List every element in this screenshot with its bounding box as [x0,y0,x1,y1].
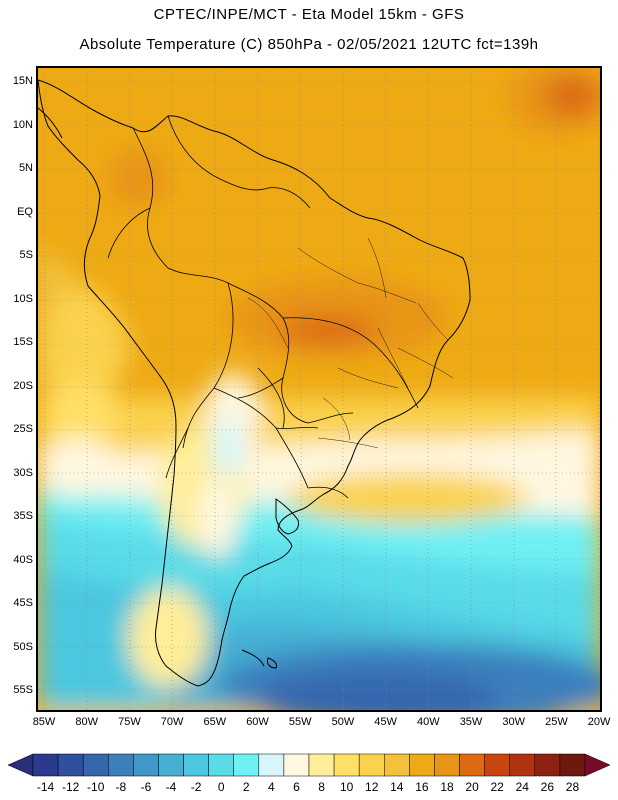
title-line-1: CPTEC/INPE/MCT - Eta Model 15km - GFS [0,6,618,23]
colorbar-label: -10 [87,780,104,794]
lat-label: 20S [0,381,33,392]
colorbar-swatch [33,754,58,776]
colorbar-swatch [560,754,585,776]
colorbar-swatch [460,754,485,776]
colorbar-label: 4 [268,780,275,794]
colorbar-swatch [234,754,259,776]
colorbar-label: -12 [62,780,79,794]
colorbar-swatch [334,754,359,776]
lat-label: 45S [0,598,33,609]
colorbar-over-arrow [585,754,610,776]
lat-label: 25S [0,424,33,435]
colorbar-swatch [485,754,510,776]
colorbar-label: 14 [390,780,403,794]
colorbar-swatch [309,754,334,776]
lon-label: 75W [118,716,141,728]
colorbar-label: -8 [115,780,126,794]
colorbar-label: 22 [490,780,503,794]
lon-label: 70W [161,716,184,728]
lat-label: 55S [0,685,33,696]
colorbar-label: 0 [218,780,225,794]
colorbar-label: 28 [566,780,579,794]
colorbar-label: 20 [465,780,478,794]
lat-label: 50S [0,642,33,653]
colorbar-label: -6 [141,780,152,794]
lon-label: 65W [203,716,226,728]
colorbar-swatch [259,754,284,776]
lon-label: 35W [460,716,483,728]
lon-label: 20W [588,716,611,728]
colorbar-swatch [359,754,384,776]
colorbar-swatch [58,754,83,776]
lat-label: 10N [0,120,33,131]
colorbar-label: 2 [243,780,250,794]
colorbar-label: 18 [440,780,453,794]
colorbar-under-arrow [8,754,33,776]
lat-label: EQ [0,207,33,218]
colorbar-swatch [209,754,234,776]
lon-label: 85W [33,716,56,728]
colorbar-label: 12 [365,780,378,794]
lon-label: 30W [502,716,525,728]
lon-label: 40W [417,716,440,728]
lon-label: 80W [75,716,98,728]
title-line-2: Absolute Temperature (C) 850hPa - 02/05/… [0,36,618,53]
colorbar-swatch [409,754,434,776]
colorbar-label: -2 [191,780,202,794]
colorbar-label: 6 [293,780,300,794]
color-bar [8,753,610,777]
lon-label: 50W [332,716,355,728]
lat-label: 30S [0,468,33,479]
colorbar-swatch [158,754,183,776]
lat-label: 15N [0,76,33,87]
lat-label: 40S [0,555,33,566]
colorbar-swatch [184,754,209,776]
lon-label: 25W [545,716,568,728]
colorbar-label: 10 [340,780,353,794]
lon-label: 45W [374,716,397,728]
colorbar-label: 26 [541,780,554,794]
colorbar-swatch [535,754,560,776]
lat-label: 35S [0,511,33,522]
colorbar-swatch [83,754,108,776]
lat-label: 10S [0,294,33,305]
colorbar-swatch [384,754,409,776]
lon-label: 55W [289,716,312,728]
colorbar-swatch [108,754,133,776]
colorbar-swatch [284,754,309,776]
colorbar-swatch [434,754,459,776]
lat-label: 5N [0,163,33,174]
colorbar-swatch [133,754,158,776]
temperature-map [38,68,600,710]
map-frame [36,66,602,712]
colorbar-label: -4 [166,780,177,794]
colorbar-label: 8 [318,780,325,794]
lon-label: 60W [246,716,269,728]
colorbar-label: 24 [516,780,529,794]
lat-label: 5S [0,250,33,261]
colorbar-swatch [510,754,535,776]
lat-label: 15S [0,337,33,348]
colorbar-label: 16 [415,780,428,794]
colorbar-label: -14 [37,780,54,794]
